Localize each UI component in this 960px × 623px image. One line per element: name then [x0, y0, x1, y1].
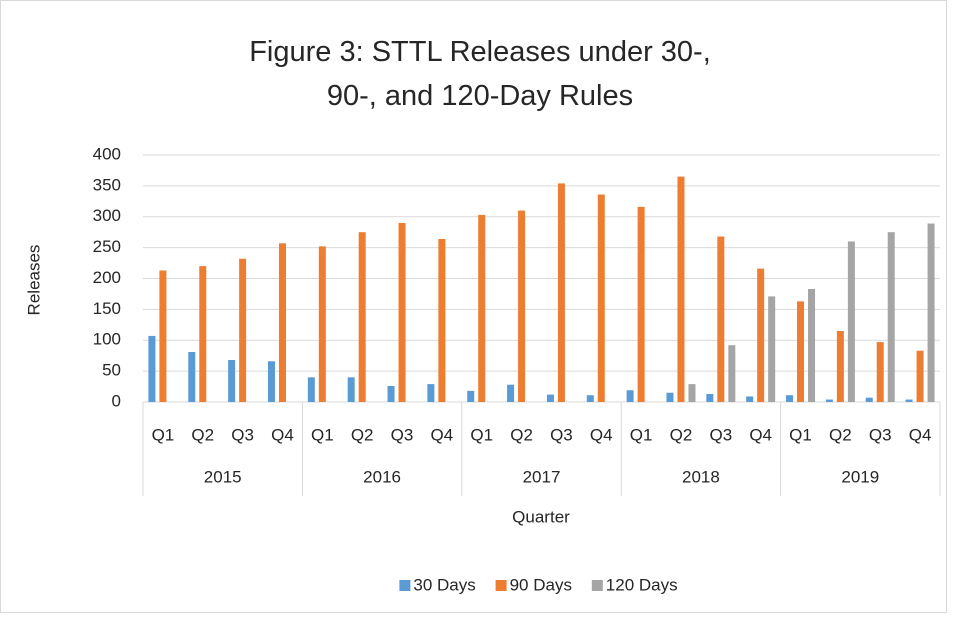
- bar: [518, 210, 526, 402]
- x-tick-label: Q3: [550, 425, 573, 444]
- bar: [688, 384, 696, 402]
- bar: [507, 384, 515, 402]
- bar: [478, 214, 486, 402]
- bar: [597, 194, 605, 402]
- group-label: 2019: [841, 467, 879, 486]
- bar: [307, 377, 315, 402]
- bar: [267, 361, 275, 402]
- x-tick-label: Q4: [590, 425, 613, 444]
- x-tick-label: Q3: [391, 425, 414, 444]
- bar: [586, 395, 594, 402]
- legend-swatch: [591, 580, 603, 591]
- bar: [797, 301, 805, 402]
- bar: [825, 399, 833, 402]
- bar: [387, 385, 395, 402]
- x-tick-label: Q2: [191, 425, 214, 444]
- x-tick-label: Q2: [670, 425, 693, 444]
- legend-label: 90 Days: [510, 575, 572, 594]
- x-tick-label: Q1: [152, 425, 175, 444]
- bar: [626, 390, 634, 402]
- bar: [786, 395, 794, 402]
- bar: [318, 246, 326, 402]
- legend-swatch: [495, 580, 507, 591]
- bar: [546, 394, 554, 402]
- y-tick-label: 50: [102, 361, 121, 380]
- bar: [188, 351, 196, 402]
- bar: [199, 266, 207, 402]
- x-tick-label: Q2: [829, 425, 852, 444]
- bar: [557, 183, 565, 402]
- x-tick-label: Q4: [431, 425, 454, 444]
- bar: [728, 345, 736, 402]
- bar: [916, 350, 924, 402]
- legend-label: 30 Days: [413, 575, 475, 594]
- bar: [808, 288, 816, 402]
- bar: [905, 399, 913, 402]
- x-tick-label: Q4: [271, 425, 294, 444]
- bar: [347, 377, 355, 402]
- x-tick-label: Q1: [630, 425, 653, 444]
- y-tick-label: 250: [93, 237, 121, 256]
- x-tick-label: Q3: [869, 425, 892, 444]
- bar: [438, 238, 446, 402]
- x-tick-label: Q2: [510, 425, 533, 444]
- bar: [148, 335, 156, 402]
- x-tick-label: Q3: [231, 425, 254, 444]
- bar: [836, 330, 844, 402]
- bar: [887, 232, 895, 402]
- y-tick-label: 100: [93, 330, 121, 349]
- y-tick-label: 350: [93, 175, 121, 194]
- bar: [717, 236, 725, 402]
- bar: [398, 222, 406, 402]
- bar: [228, 360, 236, 402]
- bar: [427, 384, 435, 402]
- bar: [358, 232, 366, 402]
- y-tick-label: 300: [93, 206, 121, 225]
- x-tick-label: Q1: [789, 425, 812, 444]
- bar: [746, 396, 754, 402]
- legend-swatch: [399, 580, 411, 591]
- chart-border: [0, 0, 947, 613]
- bar: [278, 243, 286, 402]
- group-label: 2017: [523, 467, 561, 486]
- group-label: 2018: [682, 467, 720, 486]
- bar: [876, 342, 884, 402]
- bar: [706, 393, 714, 402]
- bar: [467, 390, 475, 402]
- x-tick-label: Q4: [909, 425, 932, 444]
- bar: [757, 268, 765, 402]
- bar: [927, 223, 935, 402]
- group-label: 2015: [204, 467, 242, 486]
- x-tick-label: Q1: [311, 425, 334, 444]
- y-tick-label: 0: [112, 391, 121, 410]
- y-tick-label: 200: [93, 268, 121, 287]
- chart-title: Figure 3: STTL Releases under 30-, 90-, …: [249, 36, 711, 112]
- y-tick-label: 150: [93, 299, 121, 318]
- bar: [159, 270, 167, 402]
- x-tick-label: Q1: [470, 425, 493, 444]
- bar: [768, 296, 776, 402]
- x-tick-label: Q3: [709, 425, 732, 444]
- x-tick-label: Q4: [749, 425, 772, 444]
- group-label: 2016: [363, 467, 401, 486]
- bar: [847, 241, 855, 402]
- y-axis-label: Releases: [24, 245, 43, 316]
- y-tick-label: 400: [93, 144, 121, 163]
- x-tick-label: Q2: [351, 425, 374, 444]
- x-axis-label: Quarter: [512, 507, 570, 526]
- bar: [637, 206, 645, 402]
- bar: [239, 258, 247, 402]
- bar: [677, 176, 685, 402]
- bar: [865, 397, 873, 402]
- legend-label: 120 Days: [606, 575, 678, 594]
- bar: [666, 392, 674, 402]
